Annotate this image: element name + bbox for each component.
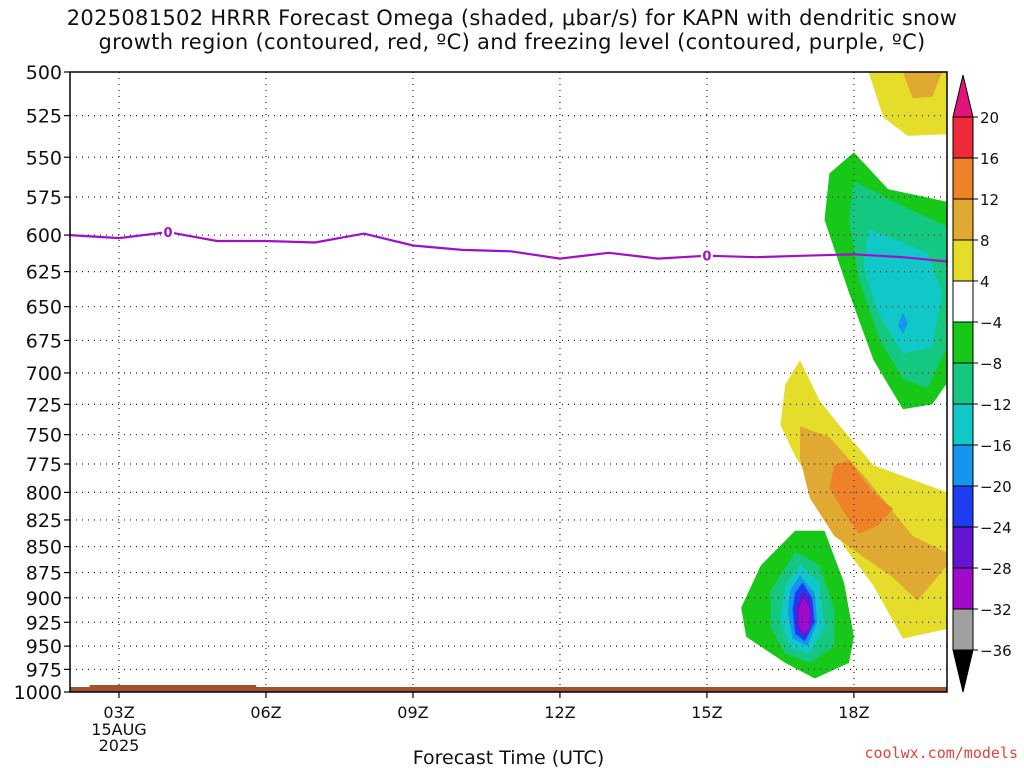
site-watermark: coolwx.com/models: [864, 744, 1018, 762]
colorbar-bin-11: [952, 567, 974, 610]
chart-title-line-1: 2025081502 HRRR Forecast Omega (shaded, …: [66, 6, 958, 30]
colorbar-label-12: −32: [980, 601, 1012, 619]
freezing-level-label-1: 0: [702, 250, 711, 265]
colorbar-bin-1: [952, 157, 974, 200]
colorbar-label-3: 8: [980, 232, 990, 250]
y-tick-label-925: 925: [26, 612, 62, 634]
colorbar-label-9: −20: [980, 478, 1012, 496]
x-tick-label-06Z: 06Z: [250, 703, 281, 722]
omega-shading-layer: [741, 72, 947, 679]
colorbar-bin-2: [952, 198, 974, 241]
colorbar-label-13: −36: [980, 642, 1012, 660]
pressure-axis: 500 525 550 575 600 625 650 675 700 725 750 775 800 8…: [14, 62, 70, 704]
x-tick-label-12Z: 12Z: [544, 703, 575, 722]
omega-region-mid-negative-cyan: [863, 229, 943, 354]
surface-terrain: [70, 685, 947, 692]
grid-lines: [70, 72, 947, 692]
y-tick-label-850: 850: [26, 537, 62, 559]
y-tick-label-775: 775: [26, 454, 62, 476]
freezing-level-layer: 00: [69, 224, 948, 265]
colorbar-label-8: −16: [980, 437, 1012, 455]
omega-region-lower-positive-orange: [829, 460, 894, 534]
omega-region-upper-positive-gold: [902, 72, 943, 99]
terrain-bump: [89, 685, 257, 688]
chart-title-line-2: growth region (contoured, red, ºC) and f…: [98, 30, 926, 54]
colorbar-bin-10: [952, 526, 974, 569]
y-tick-label-650: 650: [26, 297, 62, 319]
colorbar-label-0: 20: [980, 109, 999, 127]
y-tick-label-525: 525: [26, 106, 62, 128]
colorbar-label-4: 4: [980, 273, 990, 291]
colorbar-bin-5: [952, 321, 974, 364]
y-tick-label-1000: 1000: [14, 682, 62, 704]
plot-frame: [69, 71, 948, 693]
x-date-label-0: 15AUG: [91, 720, 146, 739]
y-tick-label-600: 600: [26, 225, 62, 247]
colorbar-bin-0: [952, 116, 974, 159]
colorbar-bin-12: [952, 608, 974, 651]
y-tick-label-975: 975: [26, 659, 62, 681]
freezing-level-label-0: 0: [163, 226, 172, 241]
colorbar-bin-9: [952, 485, 974, 528]
y-tick-label-675: 675: [26, 330, 62, 352]
colorbar: 20 16 12 8 4 −4 −8 −12 −16 −20 −24 −28 −32 −36: [952, 74, 1012, 693]
y-tick-label-550: 550: [26, 147, 62, 169]
y-tick-label-825: 825: [26, 510, 62, 532]
y-tick-label-750: 750: [26, 425, 62, 447]
colorbar-bin-8: [952, 444, 974, 487]
freezing-level-line: [69, 230, 948, 263]
x-date-label-1: 2025: [99, 736, 140, 755]
colorbar-bin-4: [952, 280, 974, 323]
y-tick-label-500: 500: [26, 62, 62, 84]
x-tick-label-15Z: 15Z: [691, 703, 722, 722]
plot-border: [69, 71, 948, 693]
colorbar-label-11: −28: [980, 560, 1012, 578]
x-tick-label-03Z: 03Z: [103, 703, 134, 722]
colorbar-label-7: −12: [980, 396, 1012, 414]
colorbar-bin-7: [952, 403, 974, 446]
colorbar-label-2: 12: [980, 191, 999, 209]
y-tick-label-900: 900: [26, 588, 62, 610]
terrain-strip: [70, 687, 947, 692]
freezing-level-label-bg-1: [700, 247, 713, 264]
colorbar-bin-6: [952, 362, 974, 405]
x-tick-label-09Z: 09Z: [397, 703, 428, 722]
colorbar-bin-3: [952, 239, 974, 282]
colorbar-label-1: 16: [980, 150, 999, 168]
y-tick-label-700: 700: [26, 363, 62, 385]
y-tick-label-575: 575: [26, 187, 62, 209]
y-tick-label-725: 725: [26, 394, 62, 416]
colorbar-bottom-triangle: [952, 649, 974, 693]
x-tick-label-18Z: 18Z: [838, 703, 869, 722]
freezing-level-label-bg-0: [161, 224, 174, 241]
omega-region-mid-negative-blue: [898, 312, 908, 334]
omega-region-lower-negative-purple: [799, 597, 810, 635]
y-tick-label-625: 625: [26, 262, 62, 284]
colorbar-label-5: −4: [980, 314, 1002, 332]
x-axis-title: Forecast Time (UTC): [413, 747, 604, 768]
y-tick-label-875: 875: [26, 563, 62, 585]
colorbar-label-6: −8: [980, 355, 1002, 373]
colorbar-label-10: −24: [980, 519, 1012, 537]
colorbar-top-triangle: [952, 74, 974, 118]
chart-title: 2025081502 HRRR Forecast Omega (shaded, …: [0, 6, 1024, 54]
y-tick-label-950: 950: [26, 636, 62, 658]
y-tick-label-800: 800: [26, 482, 62, 504]
